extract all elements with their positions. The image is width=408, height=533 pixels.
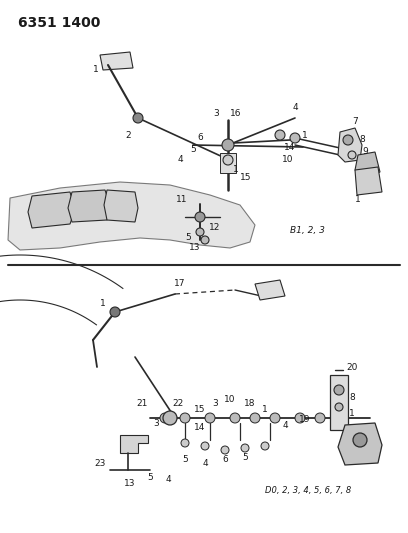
Text: 5: 5 [185, 232, 191, 241]
Circle shape [334, 385, 344, 395]
Text: 10: 10 [282, 156, 294, 165]
Circle shape [163, 411, 177, 425]
Circle shape [295, 413, 305, 423]
Polygon shape [220, 153, 236, 173]
Text: 22: 22 [172, 399, 184, 408]
Text: 1: 1 [302, 131, 308, 140]
Text: D0, 2, 3, 4, 5, 6, 7, 8: D0, 2, 3, 4, 5, 6, 7, 8 [265, 486, 351, 495]
Circle shape [133, 113, 143, 123]
Text: 1: 1 [349, 408, 355, 417]
Circle shape [181, 439, 189, 447]
Text: 6351 1400: 6351 1400 [18, 16, 100, 30]
Text: 10: 10 [224, 395, 236, 405]
Circle shape [275, 130, 285, 140]
Text: 20: 20 [346, 362, 358, 372]
Text: 3: 3 [213, 109, 219, 117]
Text: 3: 3 [153, 418, 159, 427]
Text: 13: 13 [124, 479, 136, 488]
Text: 15: 15 [240, 173, 252, 182]
Text: 1: 1 [233, 165, 239, 174]
Polygon shape [8, 182, 255, 250]
Text: 3: 3 [212, 400, 218, 408]
Text: 7: 7 [352, 117, 358, 126]
Text: 9: 9 [362, 148, 368, 157]
Circle shape [250, 413, 260, 423]
Text: 5: 5 [147, 472, 153, 481]
Polygon shape [338, 423, 382, 465]
Circle shape [270, 413, 280, 423]
Text: 5: 5 [182, 456, 188, 464]
Polygon shape [255, 280, 285, 300]
Text: 1: 1 [355, 196, 361, 205]
Text: 1: 1 [262, 406, 268, 415]
Polygon shape [28, 192, 75, 228]
Text: 5: 5 [242, 454, 248, 463]
Text: 14: 14 [194, 424, 206, 432]
Circle shape [343, 135, 353, 145]
Circle shape [223, 155, 233, 165]
Circle shape [335, 403, 343, 411]
Circle shape [195, 212, 205, 222]
Text: 4: 4 [202, 458, 208, 467]
Circle shape [348, 151, 356, 159]
Text: 5: 5 [190, 146, 196, 155]
Circle shape [222, 139, 234, 151]
Circle shape [180, 413, 190, 423]
Text: 23: 23 [94, 458, 106, 467]
Text: 15: 15 [194, 406, 206, 415]
Text: 16: 16 [230, 109, 242, 117]
Text: 8: 8 [349, 392, 355, 401]
Text: 6: 6 [222, 456, 228, 464]
Text: 6: 6 [197, 133, 203, 141]
Text: 11: 11 [176, 196, 188, 205]
Polygon shape [355, 152, 380, 178]
Text: 4: 4 [165, 475, 171, 484]
Text: 1: 1 [100, 300, 106, 309]
Circle shape [353, 433, 367, 447]
Polygon shape [100, 52, 133, 70]
Text: 2: 2 [125, 132, 131, 141]
Circle shape [201, 442, 209, 450]
Circle shape [315, 413, 325, 423]
Circle shape [241, 444, 249, 452]
Text: B1, 2, 3: B1, 2, 3 [290, 225, 325, 235]
Text: 19: 19 [299, 416, 311, 424]
Text: 17: 17 [174, 279, 186, 288]
Polygon shape [338, 128, 362, 162]
Polygon shape [104, 190, 138, 222]
Polygon shape [355, 167, 382, 195]
Polygon shape [68, 190, 110, 222]
Polygon shape [120, 435, 148, 453]
Circle shape [160, 413, 170, 423]
Text: 18: 18 [244, 400, 256, 408]
Text: 8: 8 [359, 135, 365, 144]
Polygon shape [330, 375, 348, 430]
Text: 1: 1 [93, 66, 99, 75]
Text: 13: 13 [189, 243, 201, 252]
Circle shape [290, 133, 300, 143]
Text: 12: 12 [209, 222, 221, 231]
Text: 4: 4 [292, 103, 298, 112]
Circle shape [221, 446, 229, 454]
Text: 21: 21 [136, 399, 148, 408]
Circle shape [196, 228, 204, 236]
Circle shape [201, 236, 209, 244]
Text: 14: 14 [284, 143, 296, 152]
Circle shape [205, 413, 215, 423]
Circle shape [230, 413, 240, 423]
Circle shape [110, 307, 120, 317]
Circle shape [261, 442, 269, 450]
Text: 4: 4 [177, 156, 183, 165]
Text: 4: 4 [282, 422, 288, 431]
